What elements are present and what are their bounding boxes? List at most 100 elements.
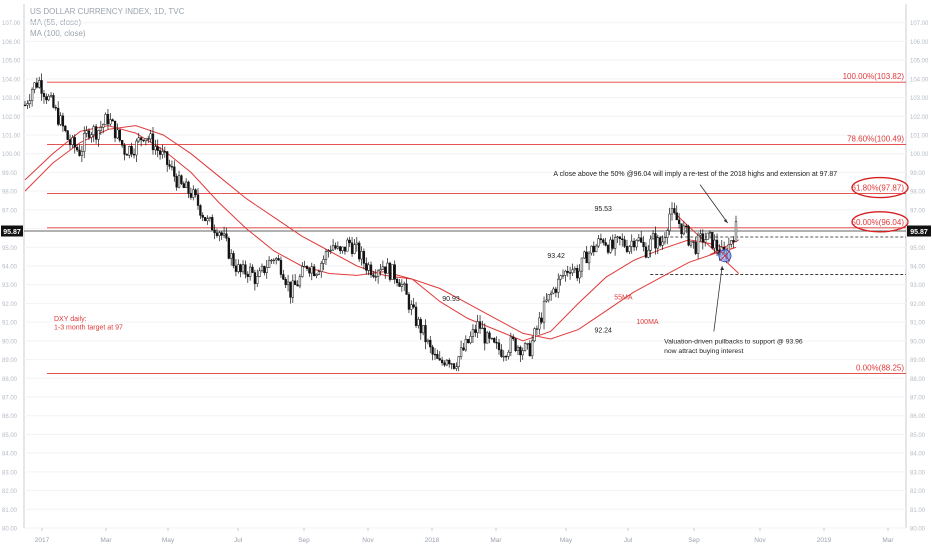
candle-body [35, 82, 39, 88]
candle-body [675, 212, 678, 221]
candle-body [213, 229, 216, 234]
candle-body [294, 280, 297, 286]
x-tick-label: Sep [298, 537, 310, 544]
candle-body [521, 350, 524, 356]
y-tick-label-right: 81.00 [910, 508, 926, 514]
candle-body [663, 237, 667, 243]
candle-body [659, 237, 662, 246]
candle-body [464, 339, 467, 351]
y-tick-label-left: 82.00 [2, 489, 18, 495]
candle-body [215, 232, 219, 236]
candle-body [358, 242, 361, 260]
candle-body [514, 338, 517, 351]
annotation-bottom-note: now attract buying interest [664, 348, 743, 355]
candle-body [649, 238, 652, 251]
candle-body [369, 264, 373, 276]
candle-body [682, 225, 686, 235]
candle-body [471, 329, 475, 337]
y-tick-label-right: 97.00 [910, 208, 926, 214]
candle-body [699, 233, 702, 236]
candle-body [398, 282, 401, 287]
y-tick-label-right: 105.00 [910, 59, 929, 65]
y-tick-label-right: 104.00 [910, 77, 929, 83]
candle-body [263, 265, 266, 273]
candle-body [535, 328, 539, 330]
candle-body [166, 151, 169, 165]
y-tick-label-right: 90.00 [910, 339, 926, 345]
candle-body [500, 349, 503, 357]
candle-body [640, 237, 643, 243]
candle-body [310, 266, 313, 274]
candle-body [305, 265, 309, 269]
y-tick-label-right: 89.00 [910, 358, 926, 364]
candle-body [177, 175, 181, 188]
y-tick-label-right: 107.00 [910, 21, 929, 27]
y-tick-label-right: 101.00 [910, 134, 929, 140]
candle-body [478, 321, 482, 329]
candle-body [531, 340, 534, 357]
candle-body [595, 245, 598, 253]
candle-body [289, 281, 292, 298]
candle-body [680, 223, 683, 235]
candle-body [642, 242, 645, 248]
candle-body [611, 239, 614, 249]
candle-body [670, 208, 674, 215]
candle-body [336, 246, 339, 249]
candle-body [267, 259, 271, 268]
fib-level-label: 100.00%(103.82) [843, 72, 905, 81]
candle-body [467, 339, 470, 344]
x-tick-label: Mar [490, 537, 502, 544]
candle-body [144, 138, 148, 142]
candle-body [547, 294, 550, 301]
candle-body [405, 283, 408, 295]
candle-body [407, 294, 411, 310]
candle-body [734, 221, 738, 242]
candle-body [666, 230, 669, 238]
candle-body [422, 325, 425, 334]
candle-body [208, 217, 212, 219]
candle-body [73, 137, 76, 148]
y-tick-label-left: 99.00 [2, 171, 18, 177]
y-tick-label-left: 94.00 [2, 265, 18, 271]
candle-body [109, 119, 112, 125]
candle-body [272, 259, 276, 262]
annotation-bottom-arrow [713, 265, 723, 332]
x-tick-label: May [162, 537, 175, 544]
candle-body [196, 194, 200, 206]
candle-body [253, 272, 257, 284]
candle-body [57, 107, 60, 125]
candle-body [158, 150, 162, 155]
candle-body [256, 276, 259, 284]
candle-body [481, 327, 484, 330]
candle-body [457, 356, 460, 367]
candle-body [602, 239, 605, 243]
candle-body [533, 328, 536, 342]
candle-body [137, 137, 140, 142]
candle-body [625, 246, 629, 252]
y-tick-label-right: 100.00 [910, 152, 929, 158]
candle-body [455, 366, 458, 369]
candle-body [443, 362, 446, 366]
candle-body [222, 233, 226, 236]
candle-body [564, 270, 567, 276]
candle-body [94, 126, 98, 140]
candle-body [241, 264, 245, 273]
candle-body [30, 89, 34, 101]
candle-body [424, 325, 427, 343]
candle-body [436, 353, 439, 359]
candle-body [381, 266, 385, 270]
candle-body [561, 275, 565, 277]
candle-body [301, 266, 304, 277]
moving-averages [24, 125, 740, 342]
candle-body [400, 284, 403, 287]
candle-body [331, 245, 335, 251]
y-tick-label-right: 85.00 [910, 433, 926, 439]
candle-body [573, 268, 576, 271]
right-price-axis[interactable]: 107.00 106.00 105.00 104.00 103.00 102.00 101.… [907, 21, 931, 533]
candle-body [516, 346, 520, 351]
y-tick-label-right: 95.00 [910, 246, 926, 252]
candle-body [260, 265, 264, 272]
time-axis[interactable]: 2017 Mar May Jul Sep Nov 2018 Mar May Jul Sep Nov 20… [35, 528, 895, 544]
candle-body [628, 246, 631, 252]
